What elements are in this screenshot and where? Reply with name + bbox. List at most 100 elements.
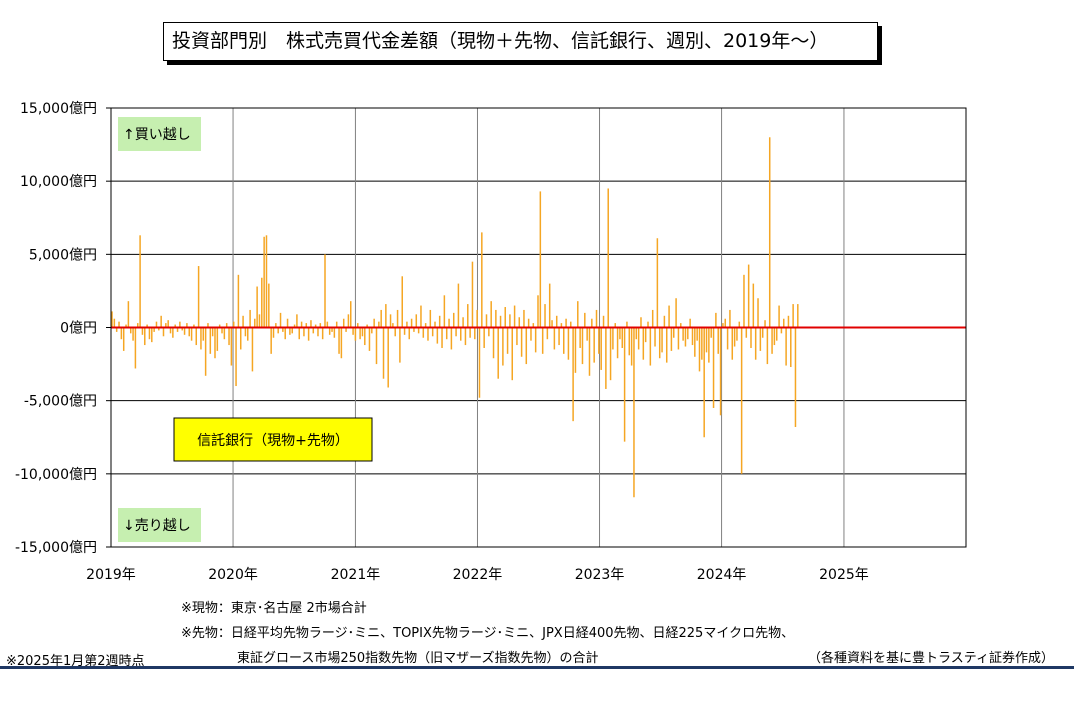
bar [232, 321, 235, 328]
bar [122, 327, 125, 351]
bar [326, 321, 329, 328]
bar [773, 327, 776, 346]
bar [300, 321, 303, 328]
bar [673, 327, 675, 338]
bar [169, 327, 172, 334]
bar [289, 327, 291, 335]
bar [296, 314, 298, 328]
bar [286, 318, 289, 328]
annotations: ↑買い越し ↓売り越し 信託銀行（現物+先物） [118, 117, 373, 542]
bar [740, 327, 743, 474]
bar [738, 321, 741, 328]
bar [682, 327, 684, 341]
bar [333, 327, 336, 338]
bar [331, 327, 333, 332]
bar [385, 304, 387, 328]
y-tick-label: -10,000億円 [15, 467, 97, 483]
bar [722, 323, 724, 328]
bar [225, 323, 228, 328]
bar [539, 191, 542, 328]
bar [766, 327, 769, 365]
bar [438, 315, 441, 328]
bar [743, 274, 745, 328]
bar [647, 321, 649, 328]
bar [417, 327, 420, 334]
bar [541, 327, 544, 354]
bar [572, 327, 574, 422]
bar [534, 327, 537, 353]
bar [712, 327, 715, 408]
bar [628, 327, 631, 356]
bar [460, 327, 462, 341]
bar [422, 327, 425, 338]
bar [125, 324, 127, 328]
bar [757, 298, 759, 328]
bar [221, 327, 223, 334]
bar [443, 295, 446, 328]
bar [598, 327, 600, 354]
bar [537, 295, 539, 328]
bar [429, 309, 432, 328]
bar [562, 327, 565, 354]
bar [284, 327, 286, 340]
bar [190, 327, 193, 341]
bar [188, 327, 190, 337]
bar [111, 311, 113, 328]
bar [495, 309, 497, 328]
bar [312, 327, 315, 334]
bar [687, 327, 689, 340]
bar [324, 254, 326, 328]
buy-annotation: ↑買い越し [123, 127, 191, 143]
bar [186, 323, 188, 328]
bar [775, 327, 778, 341]
bar [579, 327, 581, 348]
bar [717, 327, 719, 354]
bar [340, 327, 343, 359]
bar [771, 327, 773, 354]
bar [614, 323, 616, 328]
bar [558, 327, 560, 346]
bar [560, 323, 563, 328]
bar [518, 317, 521, 328]
bar [797, 304, 799, 328]
bar [354, 327, 357, 341]
bar [586, 327, 588, 341]
bar [670, 327, 673, 351]
bar [600, 327, 602, 370]
bar [249, 309, 251, 328]
bar [160, 315, 162, 328]
bar [441, 327, 443, 348]
bar [223, 327, 226, 340]
bar [317, 327, 319, 337]
bar [291, 327, 293, 334]
y-tick-label: -5,000億円 [24, 394, 97, 410]
bar [705, 327, 708, 353]
bar [490, 301, 492, 328]
bar [530, 327, 532, 341]
bar [593, 327, 595, 363]
bar [565, 318, 567, 328]
bar [366, 324, 368, 328]
bar [347, 314, 350, 328]
bar [794, 327, 797, 428]
bar [731, 327, 734, 360]
bar [626, 321, 628, 328]
x-tick-label: 2025年 [819, 567, 869, 583]
bar [780, 327, 783, 334]
bar [677, 327, 680, 350]
sell-annotation-box [118, 508, 201, 542]
bar [736, 327, 738, 341]
bar [792, 304, 794, 328]
bar [179, 321, 181, 328]
bar [553, 327, 556, 350]
bar [532, 323, 535, 328]
bar [202, 327, 205, 341]
bar [134, 327, 137, 369]
bar [361, 327, 364, 337]
bar [511, 327, 514, 381]
bar [144, 327, 146, 346]
bar [668, 305, 670, 328]
bar [293, 324, 296, 328]
bar [513, 305, 516, 328]
bar [282, 327, 284, 332]
